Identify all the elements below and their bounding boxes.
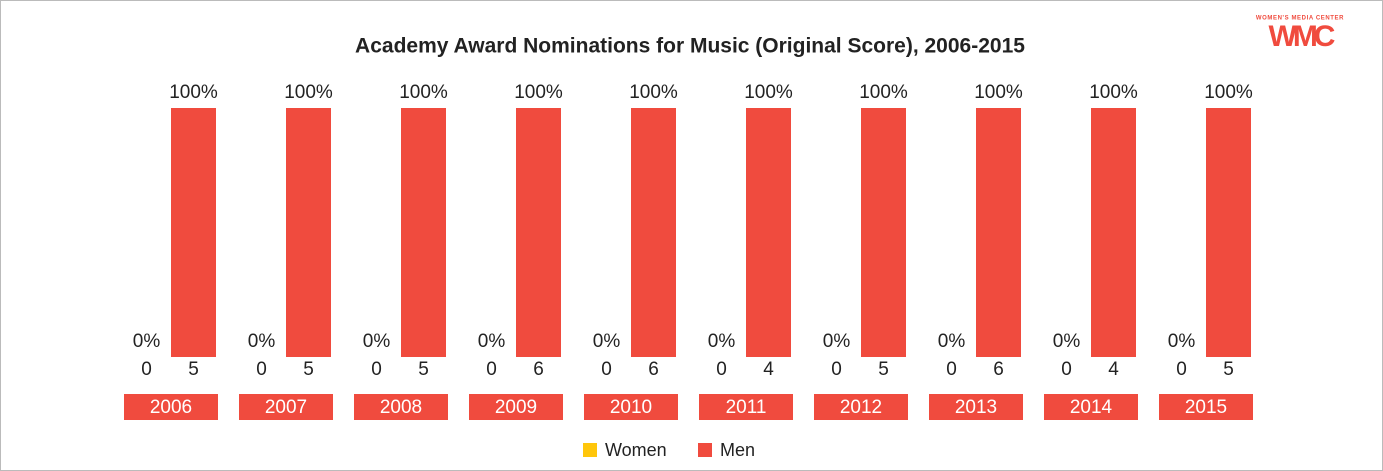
value-label: 0% [823, 331, 851, 352]
x-tick-label: 2009 [495, 397, 537, 418]
bar [1091, 108, 1136, 357]
count-label: 5 [1223, 359, 1234, 380]
bar [631, 108, 676, 357]
value-label: 0% [708, 331, 736, 352]
value-label: 100% [1204, 82, 1253, 103]
bar [1206, 108, 1251, 357]
legend-label: Men [720, 440, 755, 460]
category-box [239, 394, 333, 420]
value-label: 0% [133, 331, 161, 352]
x-tick-label: 2013 [955, 397, 997, 418]
value-label: 100% [744, 82, 793, 103]
count-label: 0 [1061, 359, 1072, 380]
category-box [699, 394, 793, 420]
bar [516, 108, 561, 357]
x-tick-label: 2014 [1070, 397, 1113, 418]
value-label: 0% [1053, 331, 1081, 352]
count-label: 5 [188, 359, 199, 380]
count-label: 6 [993, 359, 1004, 380]
count-label: 0 [141, 359, 152, 380]
bar [861, 108, 906, 357]
chart-title: Academy Award Nominations for Music (Ori… [355, 35, 1025, 58]
bar [286, 108, 331, 357]
count-label: 0 [831, 359, 842, 380]
bar [401, 108, 446, 357]
category-box [929, 394, 1023, 420]
count-label: 4 [763, 359, 774, 380]
logo: WOMEN'S MEDIA CENTER WMC [1256, 16, 1344, 53]
count-label: 5 [418, 359, 429, 380]
category-box [584, 394, 678, 420]
count-label: 0 [256, 359, 267, 380]
count-label: 5 [878, 359, 889, 380]
bar [746, 108, 791, 357]
value-label: 0% [1168, 331, 1196, 352]
legend-swatch [698, 443, 712, 457]
value-label: 100% [514, 82, 563, 103]
value-label: 0% [478, 331, 506, 352]
legend-label: Women [605, 440, 667, 460]
count-label: 0 [1176, 359, 1187, 380]
value-label: 100% [629, 82, 678, 103]
count-label: 6 [533, 359, 544, 380]
value-label: 100% [399, 82, 448, 103]
value-label: 100% [1089, 82, 1138, 103]
value-label: 100% [859, 82, 908, 103]
count-label: 0 [601, 359, 612, 380]
category-box [814, 394, 908, 420]
category-box [1159, 394, 1253, 420]
logo-tagline: WOMEN'S MEDIA CENTER [1256, 16, 1344, 22]
value-label: 0% [938, 331, 966, 352]
category-box [124, 394, 218, 420]
category-box [1044, 394, 1138, 420]
value-label: 0% [363, 331, 391, 352]
value-label: 0% [593, 331, 621, 352]
count-label: 0 [946, 359, 957, 380]
category-box [469, 394, 563, 420]
value-label: 0% [248, 331, 276, 352]
count-label: 4 [1108, 359, 1119, 380]
category-box [354, 394, 448, 420]
x-tick-label: 2006 [150, 397, 192, 418]
count-label: 0 [716, 359, 727, 380]
count-label: 5 [303, 359, 314, 380]
value-label: 100% [169, 82, 218, 103]
x-tick-label: 2015 [1185, 397, 1227, 418]
logo-name: WMC [1269, 20, 1335, 53]
value-label: 100% [284, 82, 333, 103]
x-tick-label: 2007 [265, 397, 307, 418]
value-label: 100% [974, 82, 1023, 103]
bar [171, 108, 216, 357]
x-tick-label: 2011 [726, 397, 767, 418]
x-tick-label: 2008 [380, 397, 422, 418]
bar [976, 108, 1021, 357]
legend-swatch [583, 443, 597, 457]
count-label: 0 [371, 359, 382, 380]
x-tick-label: 2010 [610, 397, 652, 418]
count-label: 0 [486, 359, 497, 380]
count-label: 6 [648, 359, 659, 380]
x-tick-label: 2012 [840, 397, 882, 418]
